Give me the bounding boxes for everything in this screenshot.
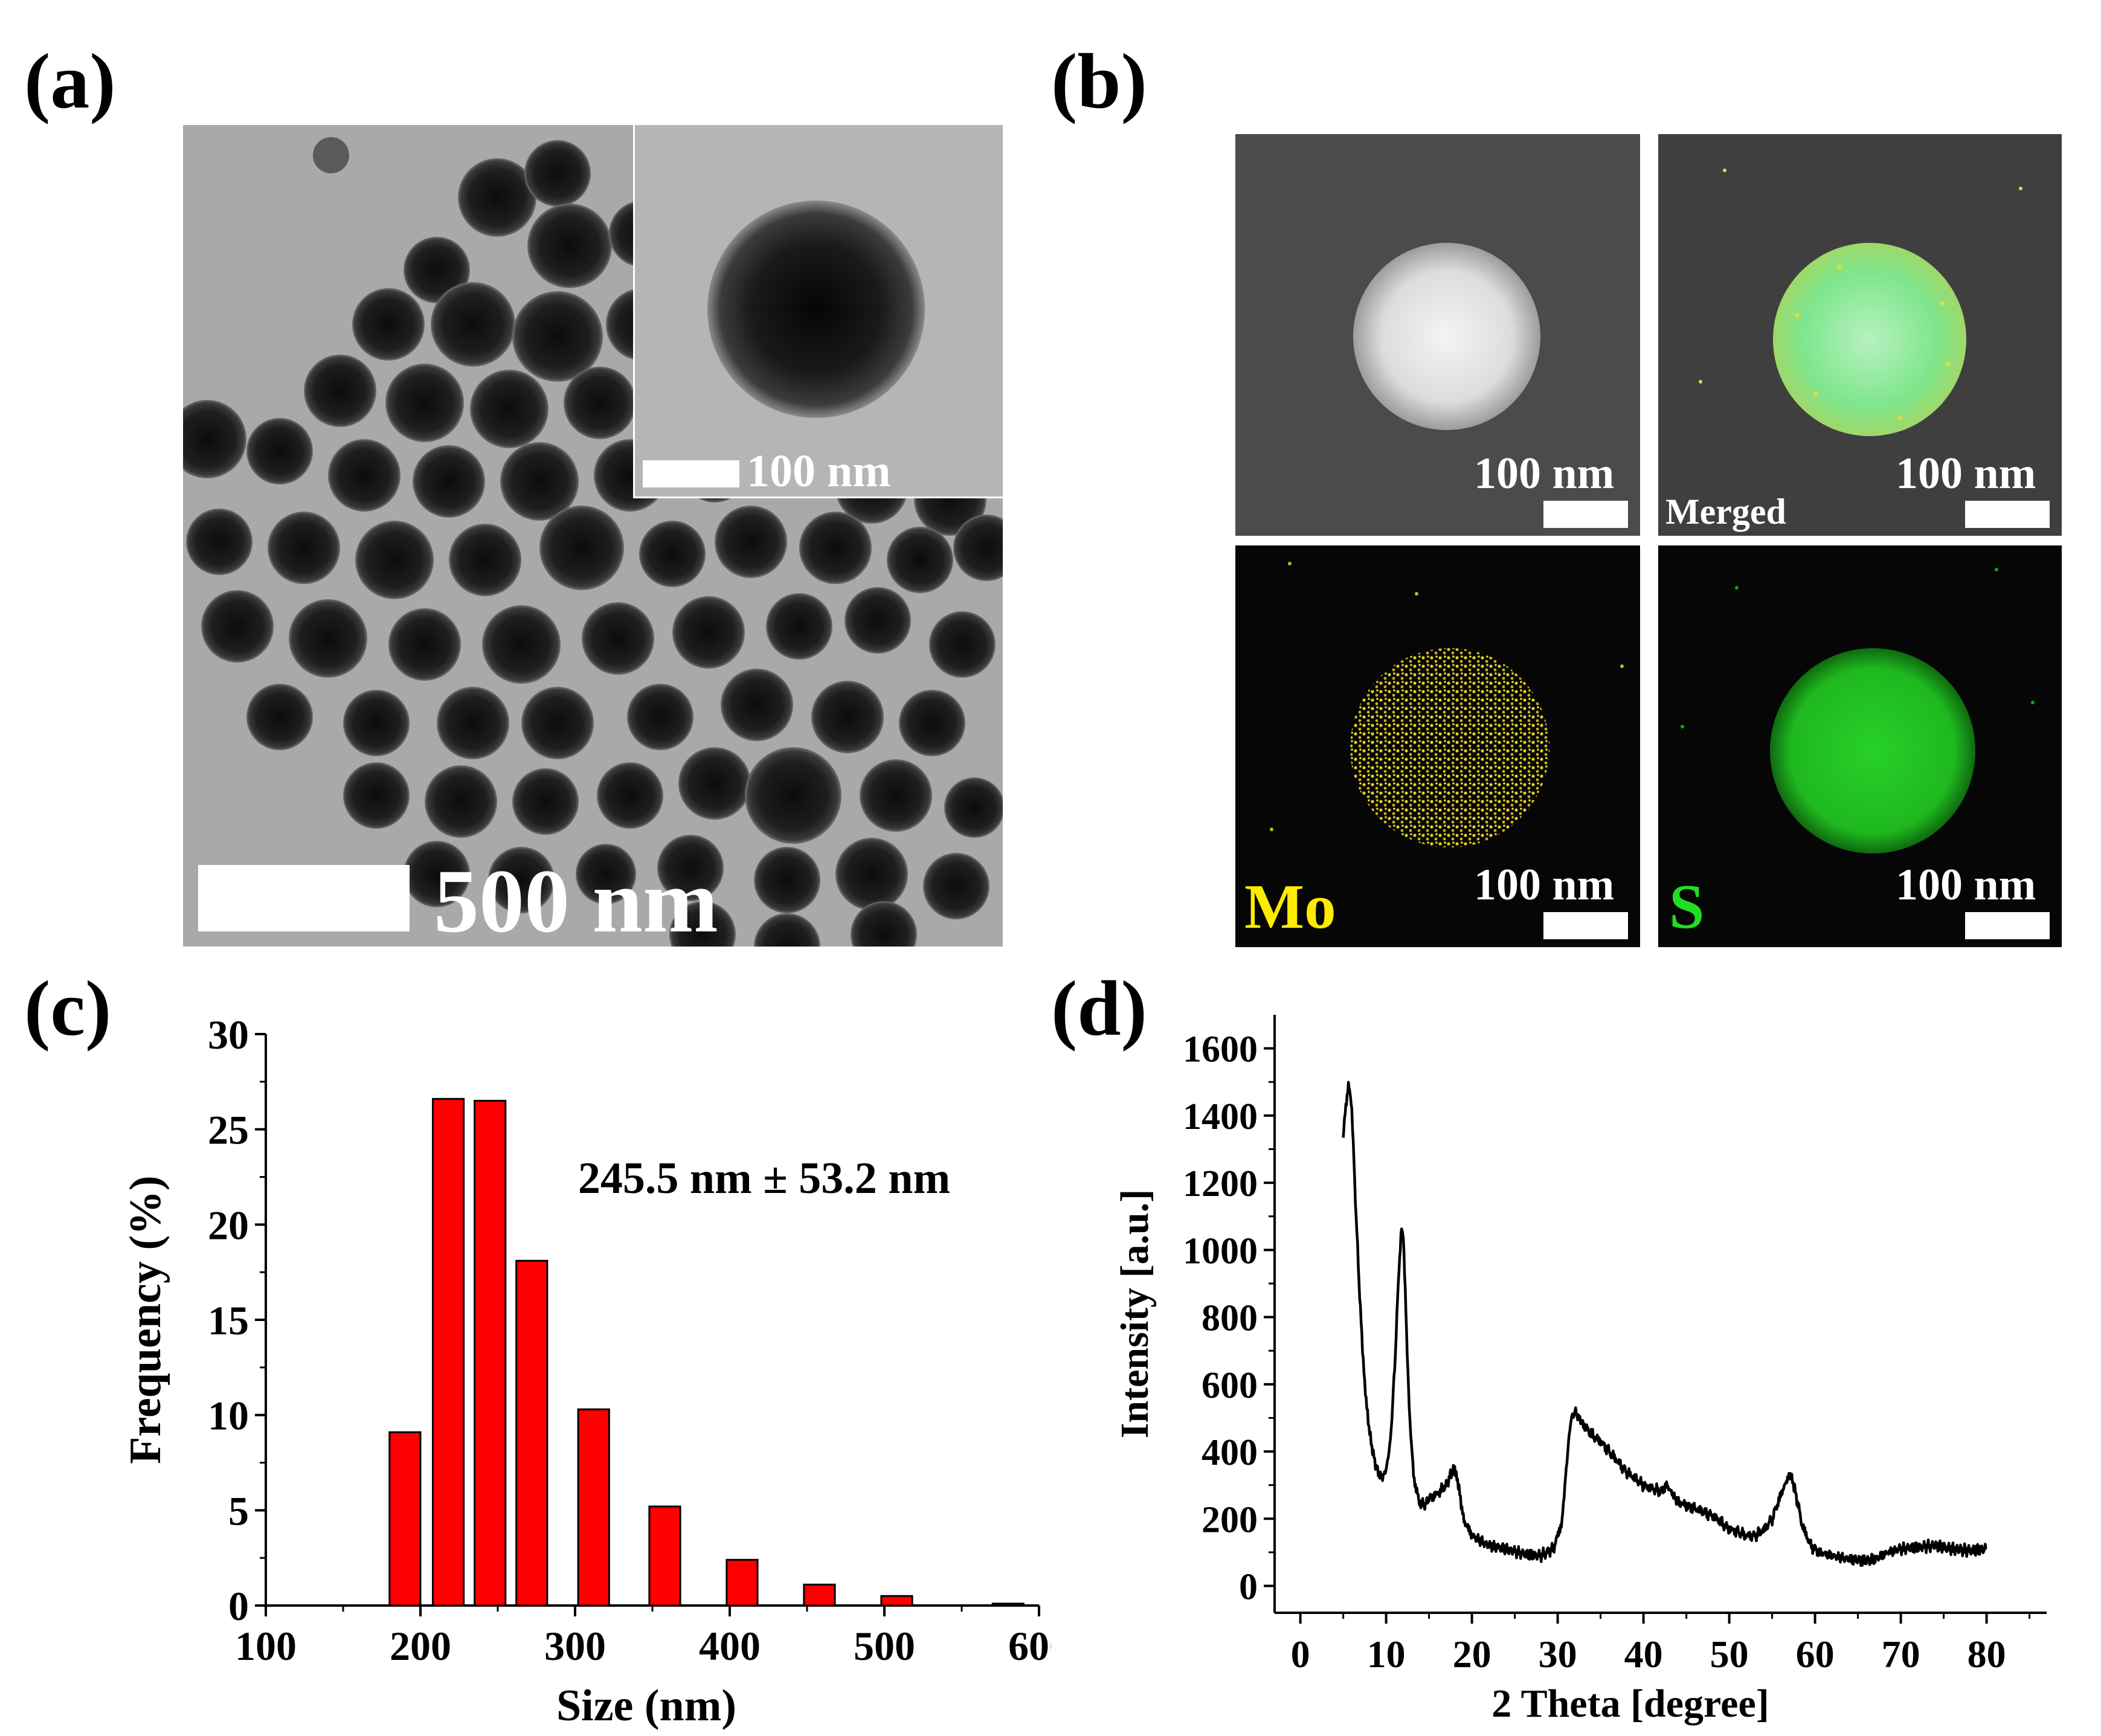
eds-mo-tile: Mo 100 nm [1235,545,1640,947]
x-tick-label: 20 [1453,1633,1491,1676]
y-tick-label: 1400 [1183,1096,1258,1137]
y-tick-label: 5 [228,1488,249,1534]
y-tick-label: 400 [1202,1432,1258,1473]
histogram-chart: 100 200 300 400 500 600 0 5 10 15 20 25 30 Size (nm) F… [121,1012,1051,1731]
y-tick-label: 1000 [1183,1230,1258,1271]
s-map [1681,568,2035,934]
y-tick-label: 20 [208,1202,249,1248]
x-tick-label: 300 [544,1623,606,1669]
histogram-bar [577,1408,610,1607]
y-tick-label: 15 [208,1297,249,1343]
x-tick-label: 400 [699,1623,761,1669]
tem-inset-particle [707,201,925,418]
tem-image-main: 100 nm 500 nm [183,125,1003,947]
histogram-bar [648,1505,681,1607]
histogram-bar [880,1595,913,1607]
y-tick-label: 600 [1202,1365,1258,1406]
y-tick-label: 800 [1202,1298,1258,1339]
haadf-scale-label: 100 nm [1474,449,1615,498]
mo-map [1270,562,1624,886]
x-tick-label: 0 [1291,1633,1310,1676]
y-tick-label: 0 [1239,1567,1258,1608]
merged-scale-bar [1965,501,2050,528]
histogram-bar [388,1431,422,1607]
x-tick-label: 100 [235,1623,297,1669]
distribution-annotation: 245.5 nm ± 53.2 nm [578,1154,950,1203]
panel-c-label: (c) [24,965,112,1052]
x-tick-label: 80 [1967,1633,2006,1676]
y-tick-label: 200 [1202,1499,1258,1540]
x-tick-label: 50 [1710,1633,1749,1676]
y-tick-label: 1600 [1183,1029,1258,1070]
x-tick-label: 30 [1539,1633,1577,1676]
x-axis-label: Size (nm) [556,1681,736,1731]
y-axis-label: Frequency (%) [121,1175,170,1464]
x-tick-label: 70 [1882,1633,1920,1676]
y-tick-label: 30 [208,1012,249,1058]
eds-s-tile: S 100 nm [1658,545,2062,947]
histogram-bar [803,1583,836,1607]
histogram-bar [726,1558,759,1607]
x-tick-label: 200 [390,1623,451,1669]
x-axis-label: 2 Theta [degree] [1491,1682,1769,1726]
panel-d-label: (d) [1051,965,1147,1052]
y-axis-label: Intensity [a.u.] [1113,1189,1157,1439]
y-tick-label: 10 [208,1393,249,1439]
haadf-scale-bar [1543,501,1628,528]
panel-b-label: (b) [1051,38,1147,125]
eds-merged-tile: Merged 100 nm [1658,134,2062,536]
x-tick-label: 10 [1367,1633,1406,1676]
histogram-bar [515,1259,549,1607]
merged-scale-label: 100 nm [1896,449,2036,498]
histogram-bar [474,1099,507,1607]
x-tick-label: 40 [1624,1633,1663,1676]
mo-scale-bar [1543,912,1628,939]
tem-inset: 100 nm [633,125,1003,498]
eds-haadf-tile: 100 nm [1235,134,1640,536]
x-tick-label: 600 [1008,1623,1051,1669]
histogram-bar [431,1098,465,1607]
x-tick-label: 60 [1796,1633,1835,1676]
xrd-series-line [1342,1081,1987,1567]
s-scale-bar [1965,912,2050,939]
panel-a-label: (a) [24,38,116,125]
main-scale-label: 500 nm [434,851,718,947]
merged-particle [1699,169,2022,436]
mo-scale-label: 100 nm [1474,860,1615,910]
merged-caption: Merged [1665,492,1786,532]
y-tick-label: 1200 [1183,1163,1258,1204]
y-tick-label: 25 [208,1107,249,1153]
histogram-bar [991,1603,1025,1607]
y-tick-label: 0 [228,1583,249,1629]
haadf-particle [1353,243,1540,430]
x-tick-label: 500 [854,1623,915,1669]
mo-caption: Mo [1244,871,1336,942]
inset-scale-label: 100 nm [747,446,891,497]
s-caption: S [1669,871,1705,942]
xrd-chart: 0 10 20 30 40 50 60 70 8002004006008001000120014… [1113,1015,2047,1726]
s-scale-label: 100 nm [1896,860,2036,910]
inset-scale-bar [643,460,739,487]
main-scale-bar [198,865,410,931]
